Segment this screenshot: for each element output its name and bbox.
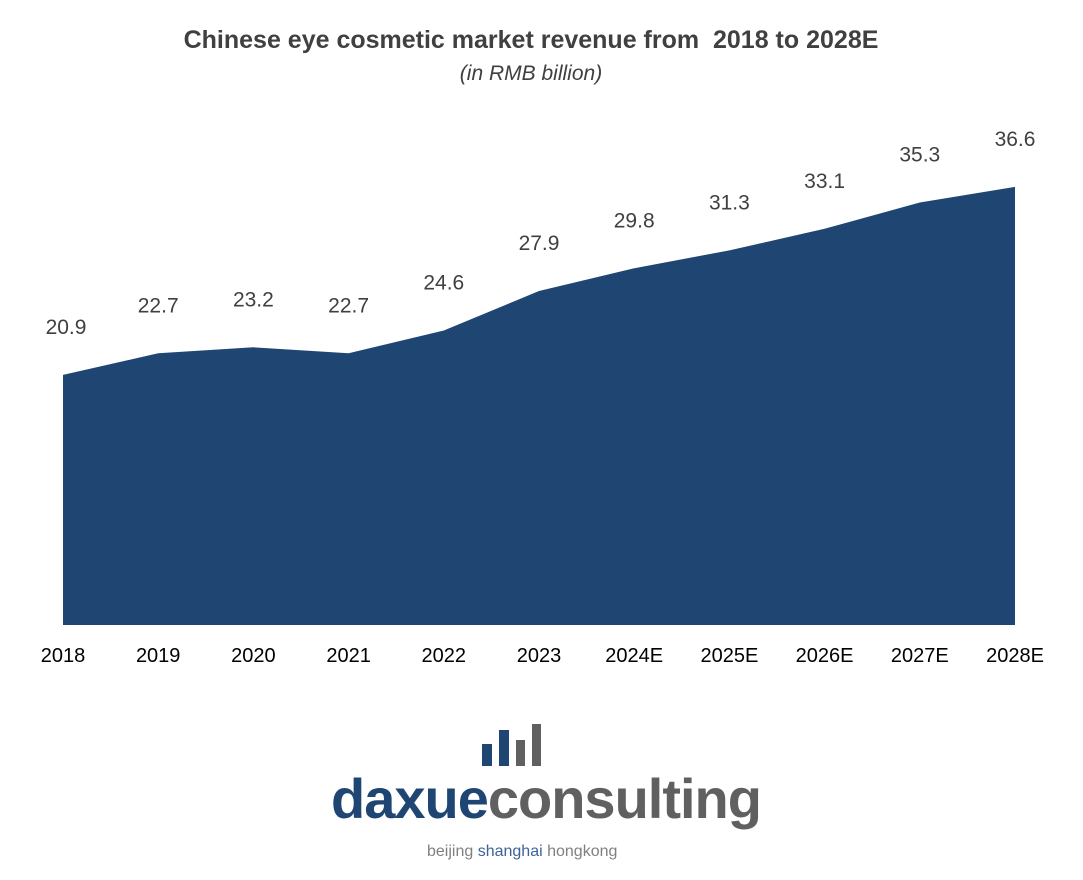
x-tick-label: 2026E: [796, 645, 854, 667]
logo-text: daxueconsulting: [331, 767, 761, 830]
x-tick-label: 2022: [422, 645, 467, 667]
x-tick-label: 2024E: [605, 645, 663, 667]
data-label: 35.3: [899, 143, 940, 166]
subtitle-text: in RMB billion: [467, 62, 595, 85]
logo-bar: [516, 740, 525, 766]
data-label: 22.7: [138, 294, 179, 317]
logo-tagline: beijing shanghai hongkong: [427, 843, 617, 860]
x-tick-label: 2028E: [986, 645, 1044, 667]
x-tick-label: 2021: [326, 645, 371, 667]
logo-bar: [532, 724, 541, 766]
chart-title: Chinese eye cosmetic market revenue from…: [184, 26, 879, 54]
data-label: 29.8: [614, 209, 655, 232]
chart-subtitle: (in RMB billion): [460, 62, 602, 85]
daxue-consulting-logo: daxueconsulting beijing shanghai hongkon…: [331, 724, 762, 860]
data-label: 23.2: [233, 288, 274, 311]
data-label: 36.6: [995, 128, 1036, 151]
data-label: 31.3: [709, 191, 750, 214]
x-tick-label: 2020: [231, 645, 276, 667]
x-tick-label: 2018: [41, 645, 86, 667]
x-tick-label: 2019: [136, 645, 181, 667]
x-tick-label: 2025E: [700, 645, 758, 667]
x-tick-label: 2027E: [891, 645, 949, 667]
logo-bar: [482, 744, 492, 766]
data-label: 20.9: [46, 316, 87, 339]
area-series: [63, 186, 1015, 625]
logo-bar: [499, 730, 509, 766]
data-label: 27.9: [519, 232, 560, 255]
data-label: 22.7: [328, 294, 369, 317]
data-label: 33.1: [804, 170, 845, 193]
data-label: 24.6: [423, 272, 464, 295]
x-tick-label: 2023: [517, 645, 562, 667]
